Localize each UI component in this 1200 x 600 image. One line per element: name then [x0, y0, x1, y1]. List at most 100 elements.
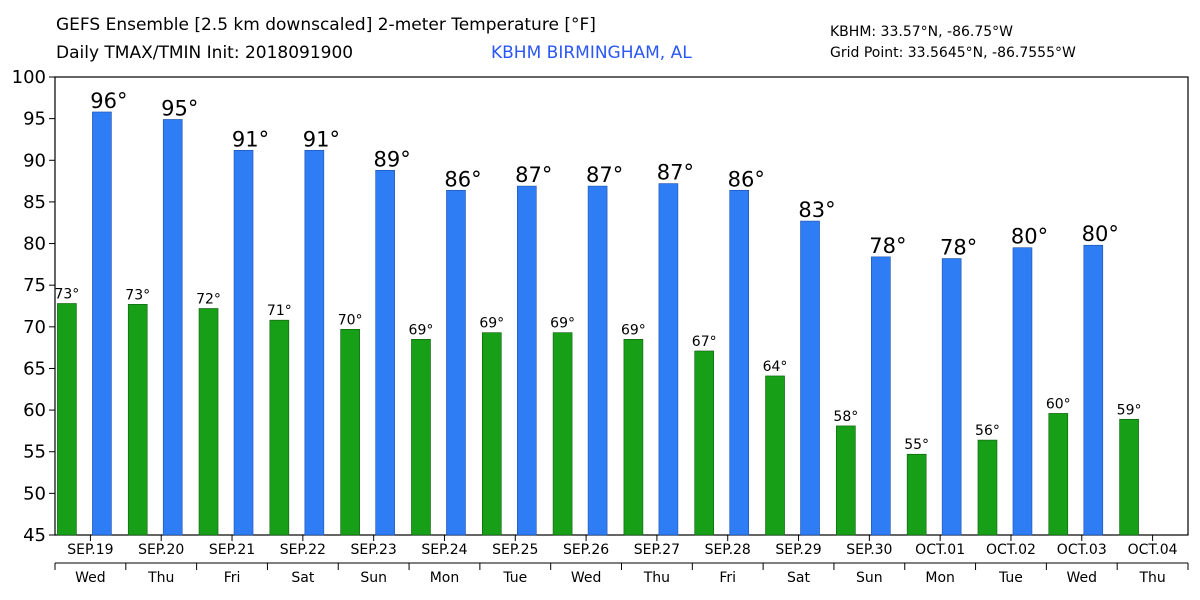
x-day-label: Mon — [925, 570, 955, 586]
y-tick-label: 70 — [23, 317, 46, 338]
tmax-label: 87° — [657, 161, 694, 185]
x-category-label: SEP.22 — [280, 542, 326, 558]
x-category-label: OCT.03 — [1057, 542, 1107, 558]
tmin-bar — [836, 425, 856, 536]
x-day-label: Wed — [75, 570, 106, 586]
tmax-bar — [446, 189, 466, 536]
y-tick-label: 90 — [23, 150, 46, 171]
tmin-bar — [198, 308, 219, 536]
x-category-label: SEP.30 — [846, 542, 892, 558]
tmin-label: 71° — [267, 303, 292, 319]
tmax-label: 95° — [161, 96, 198, 120]
x-day-label: Sun — [360, 570, 387, 586]
tmin-label: 58° — [833, 409, 858, 425]
x-category-label: OCT.01 — [915, 542, 965, 558]
tmin-bar — [1119, 418, 1139, 536]
station-name: KBHM BIRMINGHAM, AL — [491, 43, 692, 63]
tmax-label: 86° — [728, 167, 765, 191]
tmax-label: 86° — [444, 167, 481, 191]
tmin-label: 73° — [125, 287, 150, 303]
tmin-bar — [623, 339, 644, 536]
tmax-bar — [516, 185, 537, 536]
tmin-label: 56° — [975, 423, 1000, 439]
x-category-label: SEP.20 — [138, 542, 184, 558]
tmax-label: 87° — [586, 163, 623, 187]
chart-subtitle: Daily TMAX/TMIN Init: 2018091900 — [56, 43, 354, 63]
x-day-label: Tue — [502, 570, 527, 586]
tmax-bar — [92, 111, 112, 536]
tmin-bar — [269, 319, 290, 536]
x-category-label: SEP.24 — [421, 542, 467, 558]
y-tick-label: 60 — [23, 400, 46, 421]
x-category-label: SEP.21 — [209, 542, 255, 558]
station-coordinates: KBHM: 33.57°N, -86.75°W — [830, 24, 1013, 40]
tmin-label: 73° — [54, 287, 79, 303]
x-day-label: Wed — [1067, 570, 1098, 586]
tmin-label: 55° — [904, 437, 929, 453]
x-category-label: SEP.19 — [67, 542, 113, 558]
tmin-bar — [127, 304, 148, 536]
tmax-bar — [729, 189, 750, 536]
tmax-label: 83° — [798, 198, 835, 222]
tmax-bar — [162, 119, 183, 536]
y-tick-label: 55 — [23, 442, 46, 463]
tmin-bar — [481, 332, 502, 536]
tmax-bar — [1083, 244, 1104, 536]
tmax-bar — [941, 258, 962, 536]
y-tick-label: 75 — [23, 275, 46, 296]
tmin-bar — [694, 350, 715, 536]
tmin-label: 72° — [196, 291, 221, 307]
x-category-label: SEP.29 — [775, 542, 821, 558]
x-day-label: Thu — [147, 570, 174, 586]
x-category-label: SEP.26 — [563, 542, 609, 558]
x-day-label: Fri — [224, 570, 241, 586]
y-tick-label: 95 — [23, 109, 46, 130]
tmax-bar — [233, 149, 254, 536]
tmin-bar — [340, 329, 360, 536]
tmax-label: 78° — [940, 236, 977, 260]
tmin-label: 64° — [763, 359, 788, 375]
tmin-label: 60° — [1046, 396, 1071, 412]
tmax-label: 91° — [303, 127, 340, 151]
tmin-bar — [1048, 413, 1069, 536]
x-category-label: OCT.04 — [1128, 542, 1178, 558]
tmin-bar — [906, 453, 927, 536]
tmax-label: 91° — [232, 127, 269, 151]
x-day-label: Fri — [719, 570, 736, 586]
tmin-label: 69° — [621, 322, 646, 338]
tmax-bar — [304, 149, 325, 536]
y-tick-label: 100 — [12, 67, 46, 88]
tmin-bar — [411, 339, 431, 536]
tmin-label: 70° — [338, 312, 363, 328]
tmax-bar — [375, 169, 395, 536]
tmin-bar — [977, 439, 998, 536]
tmin-label: 69° — [479, 316, 504, 332]
tmin-label: 69° — [550, 316, 575, 332]
tmin-label: 67° — [692, 334, 717, 350]
y-tick-label: 80 — [23, 234, 46, 255]
tmax-label: 78° — [869, 234, 906, 258]
tmax-label: 80° — [1082, 222, 1119, 246]
tmin-bar — [765, 375, 785, 536]
y-tick-label: 85 — [23, 192, 46, 213]
y-tick-label: 50 — [23, 483, 46, 504]
x-category-label: SEP.27 — [634, 542, 680, 558]
x-category-label: OCT.02 — [986, 542, 1036, 558]
plot-frame — [54, 76, 1189, 536]
tmax-label: 89° — [374, 147, 411, 171]
tmax-label: 80° — [1011, 225, 1048, 249]
y-tick-label: 45 — [23, 525, 46, 546]
tmax-bar — [871, 256, 891, 536]
tmax-label: 96° — [90, 89, 127, 113]
x-day-label: Sat — [787, 570, 810, 586]
y-tick-label: 65 — [23, 358, 46, 379]
chart-title: GEFS Ensemble [2.5 km downscaled] 2-mete… — [56, 15, 596, 35]
grid-point-coordinates: Grid Point: 33.5645°N, -86.7555°W — [830, 45, 1076, 61]
tmin-label: 69° — [409, 322, 434, 338]
x-category-label: SEP.23 — [351, 542, 397, 558]
tmax-bar — [658, 183, 679, 536]
tmax-bar — [1012, 247, 1033, 536]
tmax-bar — [587, 185, 608, 536]
x-day-label: Thu — [1138, 570, 1165, 586]
